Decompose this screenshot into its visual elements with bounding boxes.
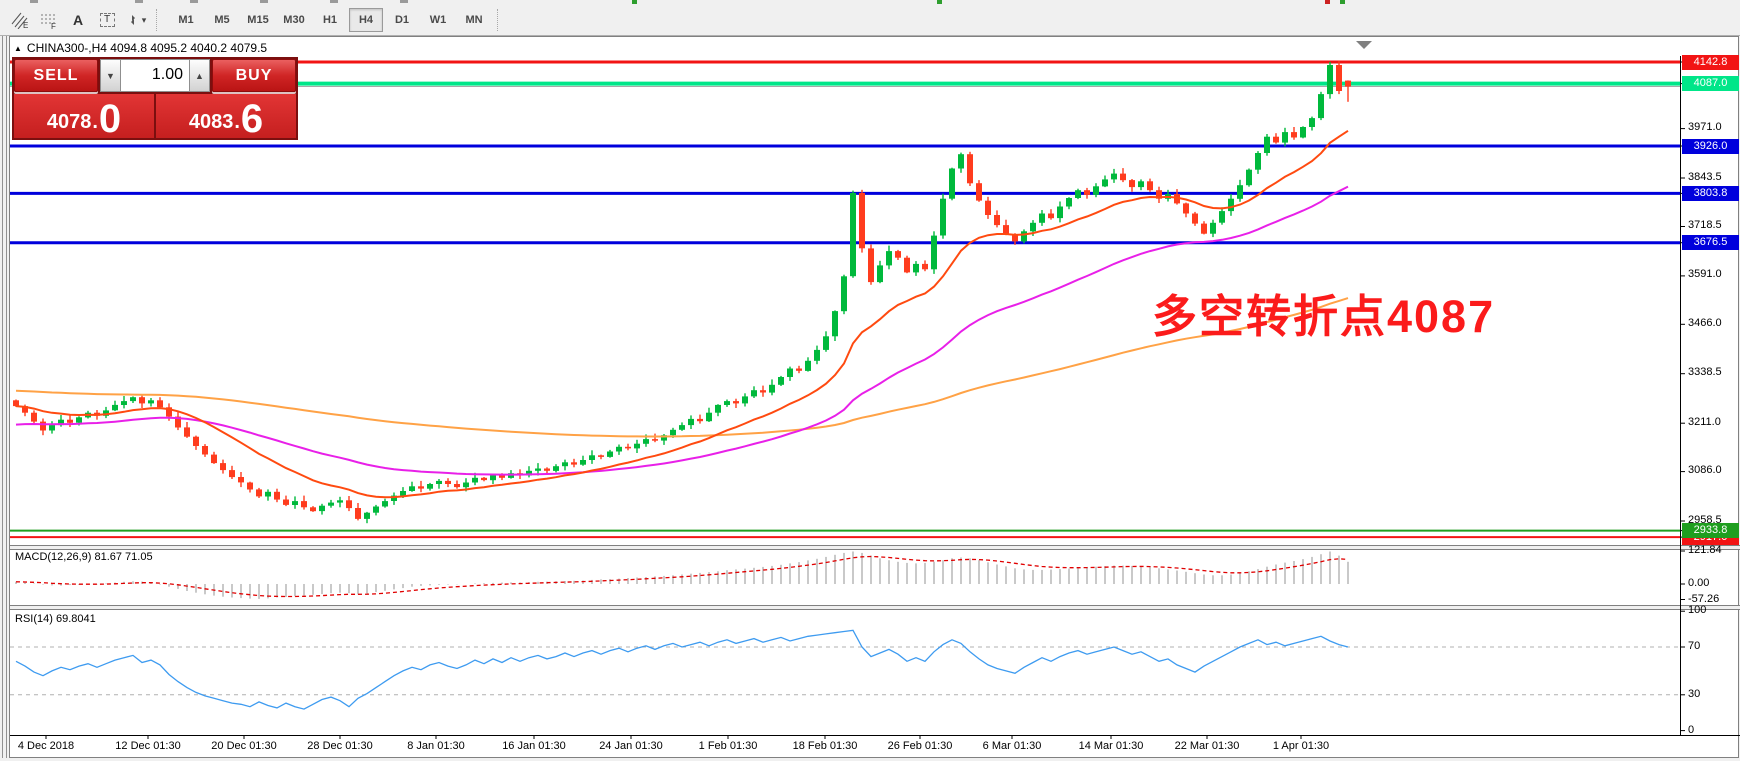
- time-axis-label: 8 Jan 01:30: [407, 740, 465, 752]
- price-axis-badge: 3676.5: [1682, 235, 1739, 250]
- macd-indicator: [15, 551, 1349, 599]
- bid-price-button[interactable]: 4078. 0: [14, 94, 154, 141]
- toolbar-separator: [156, 9, 163, 31]
- time-axis-label: 4 Dec 2018: [17, 740, 75, 752]
- fibonacci-tool-icon[interactable]: F: [35, 8, 63, 32]
- chart-annotation-text: 多空转折点4087: [1152, 291, 1496, 342]
- time-axis-label: 6 Mar 01:30: [982, 740, 1042, 752]
- price-axis-label: 3086.0: [1688, 464, 1722, 476]
- collapse-triangle-icon[interactable]: ▲: [14, 44, 22, 53]
- price-axis-label: 3211.0: [1688, 416, 1721, 428]
- tab-timeframe-h1[interactable]: H1: [322, 14, 338, 26]
- price-axis-label: 3718.5: [1688, 219, 1722, 231]
- ask-price-button[interactable]: 4083. 6: [156, 94, 296, 141]
- svg-text:E: E: [23, 21, 28, 29]
- window-splitter[interactable]: [0, 36, 9, 758]
- main-toolbar: E F A T ▾ M1 M5 M15 M30 H1 H4 D1 W1 MN: [0, 5, 1740, 36]
- bid-dot: .: [92, 111, 98, 133]
- rsi-axis-label: 70: [1688, 640, 1701, 652]
- window-bottom-edge: [0, 758, 1740, 761]
- candlestick-series: [13, 61, 1351, 524]
- ask-int: 4083: [188, 111, 234, 133]
- price-axis-badge: 4087.0: [1682, 76, 1739, 91]
- rsi-axis-label: 100: [1688, 604, 1707, 616]
- lines-tool-icon[interactable]: E: [6, 8, 34, 32]
- price-axis-badge: 4142.8: [1682, 55, 1739, 70]
- time-axis-label: 1 Apr 01:30: [1272, 740, 1330, 752]
- ask-frac: 6: [240, 97, 264, 141]
- text-box-tool-icon[interactable]: T: [93, 8, 121, 32]
- time-axis-label: 26 Feb 01:30: [887, 740, 953, 752]
- price-axis-label: 3971.0: [1688, 121, 1722, 133]
- tab-timeframe-mn[interactable]: MN: [465, 14, 483, 26]
- rsi-axis-label: 30: [1688, 688, 1701, 700]
- time-axis-label: 14 Mar 01:30: [1078, 740, 1144, 752]
- time-axis-label: 18 Feb 01:30: [792, 740, 858, 752]
- moving-averages: [15, 129, 1349, 499]
- tab-timeframe-m5[interactable]: M5: [214, 14, 230, 26]
- macd-axis-label: -57.26: [1688, 593, 1720, 605]
- symbol-title: CHINA300-,H4 4094.8 4095.2 4040.2 4079.5: [26, 41, 268, 55]
- chart-window: [9, 36, 1739, 758]
- scroll-to-end-marker-icon: [1356, 41, 1372, 49]
- tab-timeframe-m1[interactable]: M1: [178, 14, 194, 26]
- time-axis-label: 16 Jan 01:30: [502, 740, 566, 752]
- toolbar-separator: [497, 9, 504, 31]
- cut-icon: [330, 0, 338, 3]
- cut-icon: [400, 0, 408, 3]
- cut-icon: [135, 0, 143, 3]
- volume-increase-button[interactable]: ▲: [189, 59, 210, 92]
- price-axis-badge: 3926.0: [1682, 139, 1739, 154]
- cut-icon: [190, 0, 198, 3]
- tab-timeframe-w1[interactable]: W1: [429, 14, 447, 26]
- bid-frac: 0: [98, 97, 122, 141]
- rsi-axis-label: 0: [1688, 724, 1695, 736]
- volume-stepper: ▼ 1.00 ▲: [100, 59, 210, 92]
- chart-plot-area[interactable]: [10, 56, 1680, 735]
- sell-button[interactable]: SELL: [14, 59, 98, 92]
- cut-icon: [260, 0, 268, 3]
- time-axis-label: 1 Feb 01:30: [698, 740, 758, 752]
- time-axis-label: 12 Dec 01:30: [115, 740, 181, 752]
- tab-timeframe-d1[interactable]: D1: [394, 14, 410, 26]
- cut-icon-green: [937, 0, 942, 4]
- price-axis-label: 3338.5: [1688, 366, 1722, 378]
- chart-symbol-header: ▲ CHINA300-,H4 4094.8 4095.2 4040.2 4079.…: [14, 41, 267, 55]
- rsi-indicator: [10, 629, 1680, 710]
- arrows-tool-icon[interactable]: ▾: [122, 8, 150, 32]
- price-axis-label: 3466.0: [1688, 317, 1722, 329]
- macd-label: MACD(12,26,9) 81.67 71.05: [15, 551, 153, 563]
- timeframe-group: M1 M5 M15 M30 H1 H4 D1 W1 MN: [168, 8, 492, 32]
- toolbar-top-sliver: [0, 0, 1740, 5]
- cut-icon: [30, 0, 38, 3]
- tab-timeframe-m30[interactable]: M30: [283, 14, 305, 26]
- rsi-label: RSI(14) 69.8041: [15, 613, 96, 625]
- text-label-tool-icon[interactable]: A: [72, 12, 84, 28]
- price-axis-badge: 2933.8: [1682, 523, 1739, 538]
- svg-text:F: F: [51, 22, 56, 29]
- tab-timeframe-h4[interactable]: H4: [349, 8, 383, 32]
- macd-axis-label: 121.84: [1688, 544, 1722, 556]
- tab-timeframe-m15[interactable]: M15: [247, 14, 269, 26]
- price-axis-badge: 3803.8: [1682, 186, 1739, 201]
- cut-icon-green: [1340, 0, 1345, 4]
- bid-int: 4078: [46, 111, 92, 133]
- buy-button[interactable]: BUY: [212, 59, 296, 92]
- time-axis-label: 28 Dec 01:30: [307, 740, 373, 752]
- cut-icon-red: [1325, 0, 1330, 4]
- time-axis-label: 22 Mar 01:30: [1174, 740, 1240, 752]
- volume-field[interactable]: 1.00: [121, 59, 189, 92]
- time-axis-label: 24 Jan 01:30: [599, 740, 663, 752]
- cut-icon-green: [632, 0, 637, 4]
- one-click-trading-panel: SELL ▼ 1.00 ▲ BUY 4078. 0 4083. 6: [12, 57, 298, 140]
- time-axis-label: 20 Dec 01:30: [211, 740, 277, 752]
- price-axis-label: 3843.5: [1688, 171, 1722, 183]
- price-axis-label: 3591.0: [1688, 268, 1722, 280]
- ask-dot: .: [234, 111, 240, 133]
- drawing-tools-group: E F A T ▾: [6, 8, 151, 32]
- volume-decrease-button[interactable]: ▼: [100, 59, 121, 92]
- macd-axis-label: 0.00: [1688, 577, 1710, 589]
